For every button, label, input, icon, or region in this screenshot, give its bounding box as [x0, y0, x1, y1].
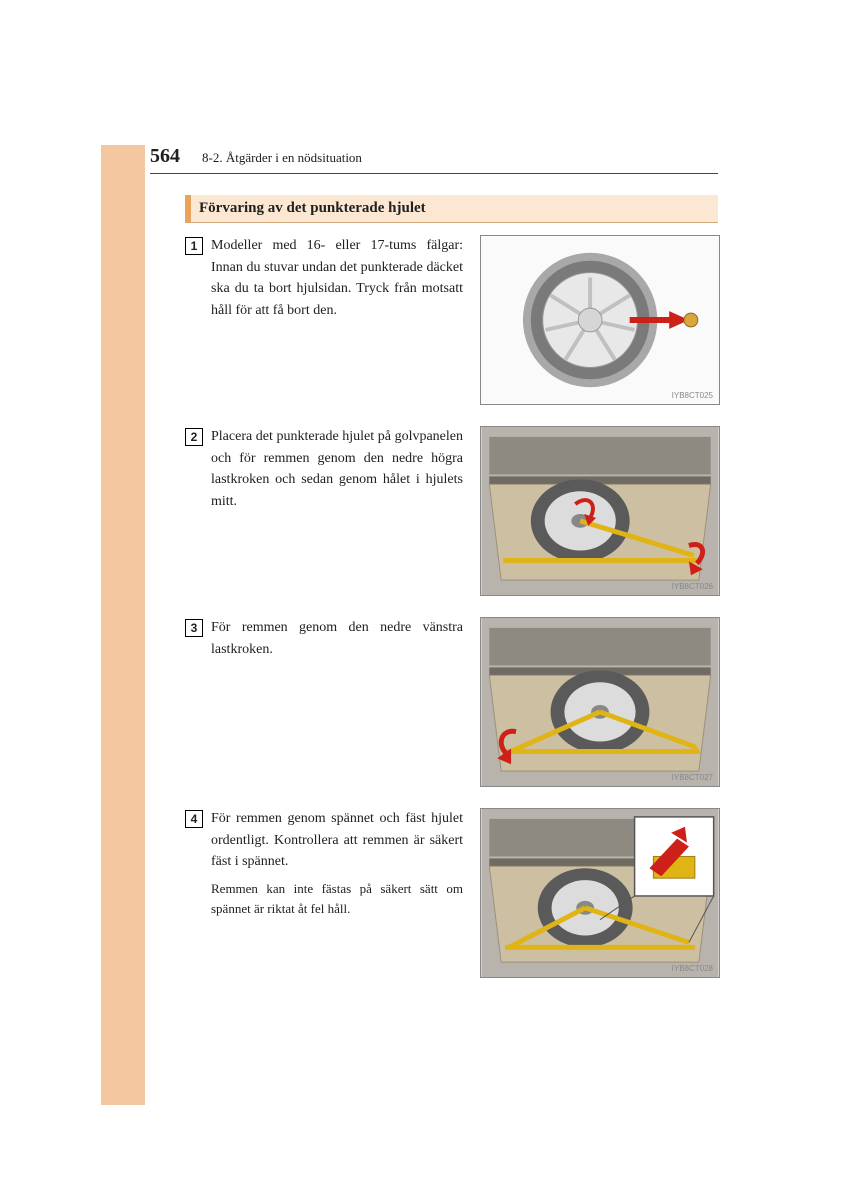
trunk-illustration-3: [481, 618, 719, 786]
step-badge: 2: [185, 428, 203, 446]
step-badge: 1: [185, 237, 203, 255]
step-image-1: IYB8CT025: [480, 235, 720, 405]
step-text-main: För remmen genom spännet och fäst hjulet…: [211, 811, 463, 869]
wheel-illustration-1: [481, 236, 719, 404]
page-number: 564: [150, 145, 180, 168]
step-badge: 3: [185, 619, 203, 637]
step-text: För remmen genom spännet och fäst hjulet…: [211, 808, 463, 918]
step-note: Remmen kan inte fästas på säkert sätt om…: [211, 879, 463, 918]
trunk-illustration-2: [481, 427, 719, 595]
section-heading: Förvaring av det punkterade hjulet: [185, 195, 718, 223]
step-image-3: IYB8CT027: [480, 617, 720, 787]
step-image-4: IYB8CT028: [480, 808, 720, 978]
step-text: Placera det punkterade hjulet på golvpan…: [211, 426, 463, 513]
side-tab: [101, 145, 145, 1105]
image-code: IYB8CT027: [672, 773, 713, 782]
step-badge: 4: [185, 810, 203, 828]
step-text: Modeller med 16- eller 17-tums fälgar: I…: [211, 235, 463, 322]
section-heading-text: Förvaring av det punkterade hjulet: [199, 200, 426, 217]
step-image-2: IYB8CT026: [480, 426, 720, 596]
image-code: IYB8CT028: [672, 964, 713, 973]
image-code: IYB8CT026: [672, 582, 713, 591]
step-text: För remmen genom den nedre vänstra lastk…: [211, 617, 463, 660]
header-rule: [150, 173, 718, 174]
trunk-illustration-4: [481, 809, 719, 977]
page-header: 564 8-2. Åtgärder i en nödsituation: [150, 145, 710, 168]
section-path: 8-2. Åtgärder i en nödsituation: [202, 150, 362, 166]
image-code: IYB8CT025: [672, 391, 713, 400]
